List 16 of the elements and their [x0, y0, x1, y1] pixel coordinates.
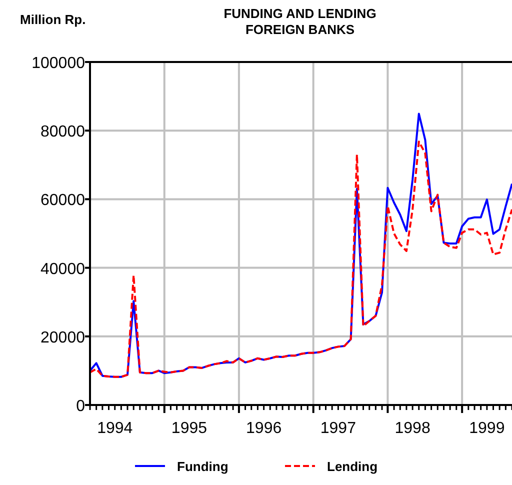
legend-label: Funding — [177, 459, 228, 474]
legend-label: Lending — [327, 459, 378, 474]
x-tick-label: 1994 — [97, 420, 133, 437]
x-tick-label: 1997 — [320, 420, 356, 437]
x-tick-label: 1999 — [469, 420, 505, 437]
y-tick-label: 100000 — [32, 55, 86, 72]
y-tick-label: 60000 — [40, 192, 86, 210]
y-tick-label: 20000 — [40, 329, 86, 346]
y-tick-label: 80000 — [40, 124, 86, 141]
y-axis-title: Million Rp. — [20, 12, 86, 27]
y-tick-label: 0 — [76, 398, 86, 415]
y-tick-label: 40000 — [40, 260, 86, 278]
chart-title: FUNDING AND LENDING FOREIGN BANKS — [224, 6, 376, 37]
x-tick-label: 1995 — [171, 420, 208, 437]
x-tick-label: 1998 — [394, 420, 430, 437]
x-tick-label: 1996 — [246, 420, 282, 437]
